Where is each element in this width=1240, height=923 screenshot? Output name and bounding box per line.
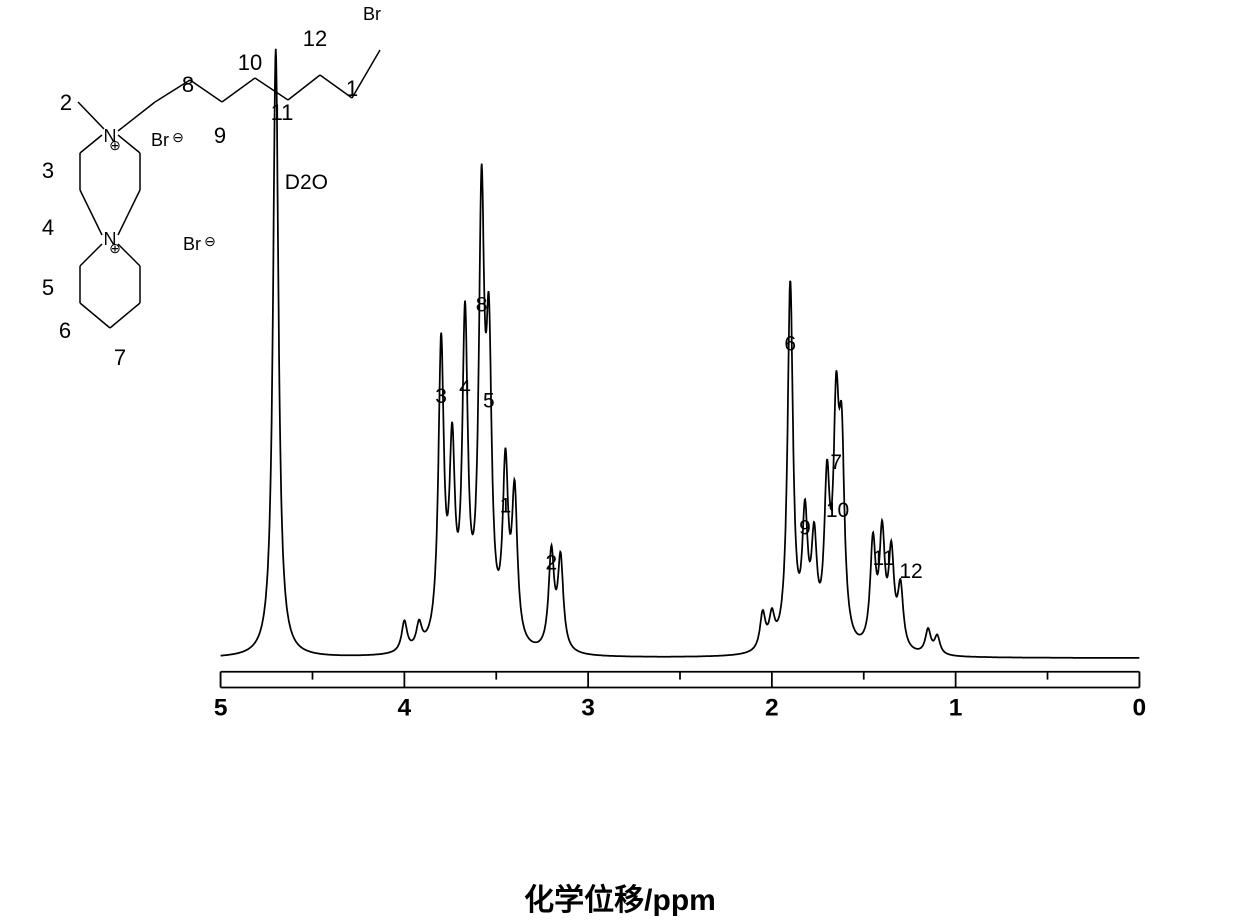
peak-label-2: 2 [546,551,558,574]
mol-label-Br: Br [151,130,169,150]
svg-text:1: 1 [949,695,963,722]
mol-label-6: 6 [59,318,71,343]
svg-text:⊖: ⊖ [204,233,216,249]
peak-label-12: 12 [899,560,922,583]
xlabel: 化学位移/ppm [0,875,1240,919]
molecule-structure: NN⊖⊖⊕⊕281012Br191134567BrBr [10,0,430,390]
svg-text:⊕: ⊕ [109,240,121,256]
mol-label-7: 7 [114,345,126,370]
peak-label-3: 3 [435,385,447,408]
svg-text:2: 2 [765,695,779,722]
mol-label-3: 3 [42,158,54,183]
svg-text:⊖: ⊖ [172,129,184,145]
nmr-spectrum-figure: 543210D2O348512691071112 NN⊖⊖⊕⊕281012Br1… [0,0,1240,923]
svg-text:⊕: ⊕ [109,137,121,153]
peak-label-9: 9 [799,516,811,539]
mol-label-Br: Br [363,4,381,24]
peak-label-5: 5 [483,390,495,413]
mol-label-5: 5 [42,275,54,300]
peak-label-1: 1 [500,495,512,518]
mol-label-2: 2 [60,90,72,115]
peak-label-11: 11 [873,547,895,570]
mol-label-10: 10 [238,50,262,75]
svg-text:5: 5 [214,695,228,722]
svg-text:3: 3 [581,695,595,722]
peak-label-7: 7 [830,451,842,474]
mol-label-11: 11 [271,100,294,125]
mol-label-9: 9 [214,123,226,148]
peak-label-10: 10 [826,499,849,522]
peak-label-8: 8 [476,293,488,316]
mol-label-8: 8 [182,72,194,97]
mol-label-Br: Br [183,234,201,254]
mol-label-4: 4 [42,215,54,240]
mol-label-12: 12 [303,26,327,51]
peak-label-6: 6 [784,333,796,356]
mol-label-1: 1 [346,76,358,101]
peak-label-4: 4 [459,376,471,399]
svg-text:4: 4 [398,695,412,722]
svg-text:0: 0 [1133,695,1147,722]
